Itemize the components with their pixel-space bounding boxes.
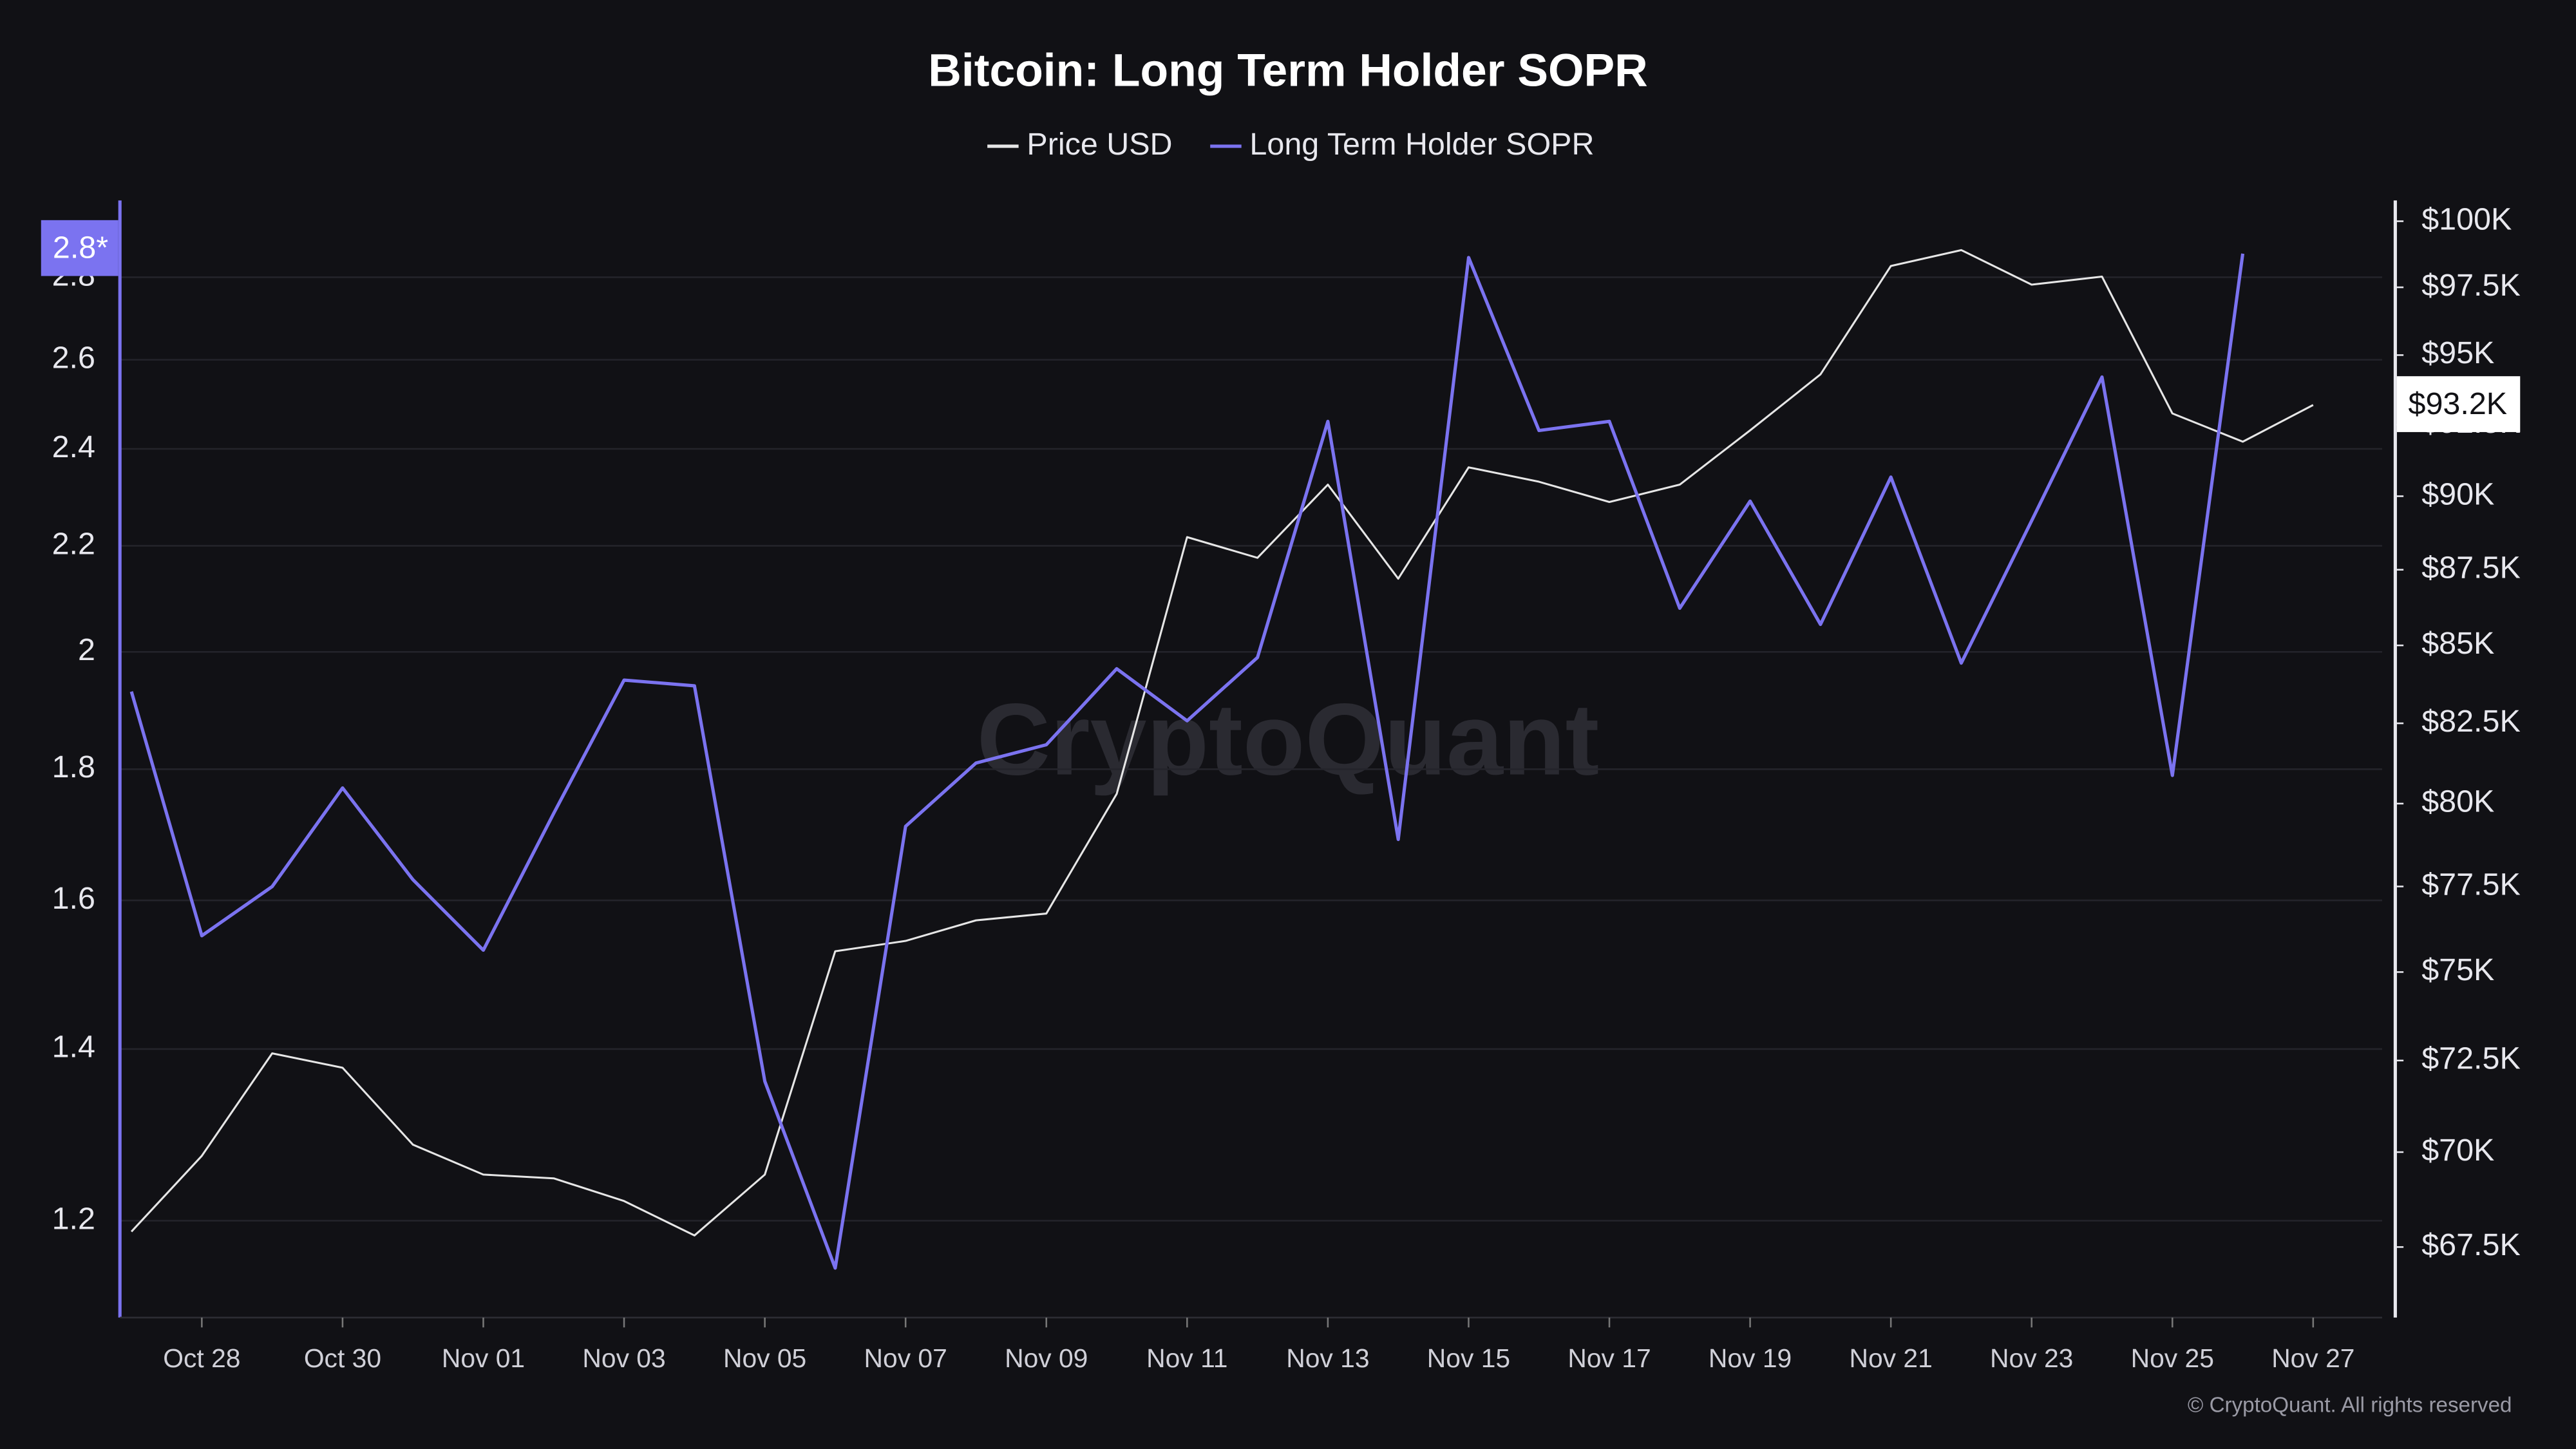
series-line xyxy=(129,253,2245,1270)
x-tick-label: Nov 09 xyxy=(1005,1343,1088,1373)
y2-tick-label: $90K xyxy=(2421,477,2494,511)
x-tick-label: Nov 15 xyxy=(1427,1343,1510,1373)
y2-tick-label: $95K xyxy=(2421,336,2494,370)
x-tick-label: Nov 01 xyxy=(442,1343,525,1373)
y2-tick-label: $87.5K xyxy=(2421,550,2521,585)
y2-tick-label: $75K xyxy=(2421,952,2494,987)
y-tick-label: 1.4 xyxy=(52,1030,95,1065)
x-tick-label: Oct 30 xyxy=(304,1343,381,1373)
y-tick-label: 1.2 xyxy=(52,1201,95,1236)
right-badge: $93.2K xyxy=(2409,386,2508,421)
right-badge-bg xyxy=(2396,376,2521,432)
y2-tick-label: $85K xyxy=(2421,626,2494,661)
y2-tick-label: $80K xyxy=(2421,784,2494,819)
x-tick-label: Nov 03 xyxy=(582,1343,665,1373)
y2-tick-label: $70K xyxy=(2421,1133,2494,1168)
y2-tick-label: $77.5K xyxy=(2421,867,2521,902)
x-tick-label: Nov 11 xyxy=(1146,1343,1227,1373)
x-tick-label: Nov 23 xyxy=(1990,1343,2073,1373)
watermark: CryptoQuant xyxy=(977,682,1599,796)
y-tick-label: 1.8 xyxy=(52,750,95,784)
y2-tick-label: $67.5K xyxy=(2421,1227,2521,1262)
y-tick-label: 2 xyxy=(78,632,95,667)
series-line xyxy=(130,249,2314,1236)
legend-label: Long Term Holder SOPR xyxy=(1249,127,1594,162)
x-tick-label: Nov 19 xyxy=(1709,1343,1792,1373)
x-tick-label: Nov 05 xyxy=(723,1343,806,1373)
x-tick-label: Nov 17 xyxy=(1567,1343,1651,1373)
legend-label: Price USD xyxy=(1027,127,1172,162)
chart-title: Bitcoin: Long Term Holder SOPR xyxy=(928,45,1647,97)
left-badge: 2.8* xyxy=(53,231,108,265)
y-tick-label: 2.6 xyxy=(52,340,95,375)
y-tick-label: 1.6 xyxy=(52,881,95,916)
x-tick-label: Nov 21 xyxy=(1850,1343,1933,1373)
left-badge-bg xyxy=(41,220,118,276)
x-tick-label: Nov 27 xyxy=(2271,1343,2354,1373)
y2-tick-label: $100K xyxy=(2421,202,2512,236)
y2-tick-label: $82.5K xyxy=(2421,704,2521,739)
y-tick-label: 2.2 xyxy=(52,526,95,561)
x-tick-label: Nov 07 xyxy=(864,1343,947,1373)
y2-tick-label: $97.5K xyxy=(2421,268,2521,303)
y2-tick-label: $72.5K xyxy=(2421,1041,2521,1076)
copyright: © CryptoQuant. All rights reserved xyxy=(2188,1393,2512,1417)
x-tick-label: Nov 25 xyxy=(2131,1343,2214,1373)
x-tick-label: Oct 28 xyxy=(163,1343,240,1373)
y-tick-label: 2.4 xyxy=(52,430,95,464)
x-tick-label: Nov 13 xyxy=(1286,1343,1369,1373)
